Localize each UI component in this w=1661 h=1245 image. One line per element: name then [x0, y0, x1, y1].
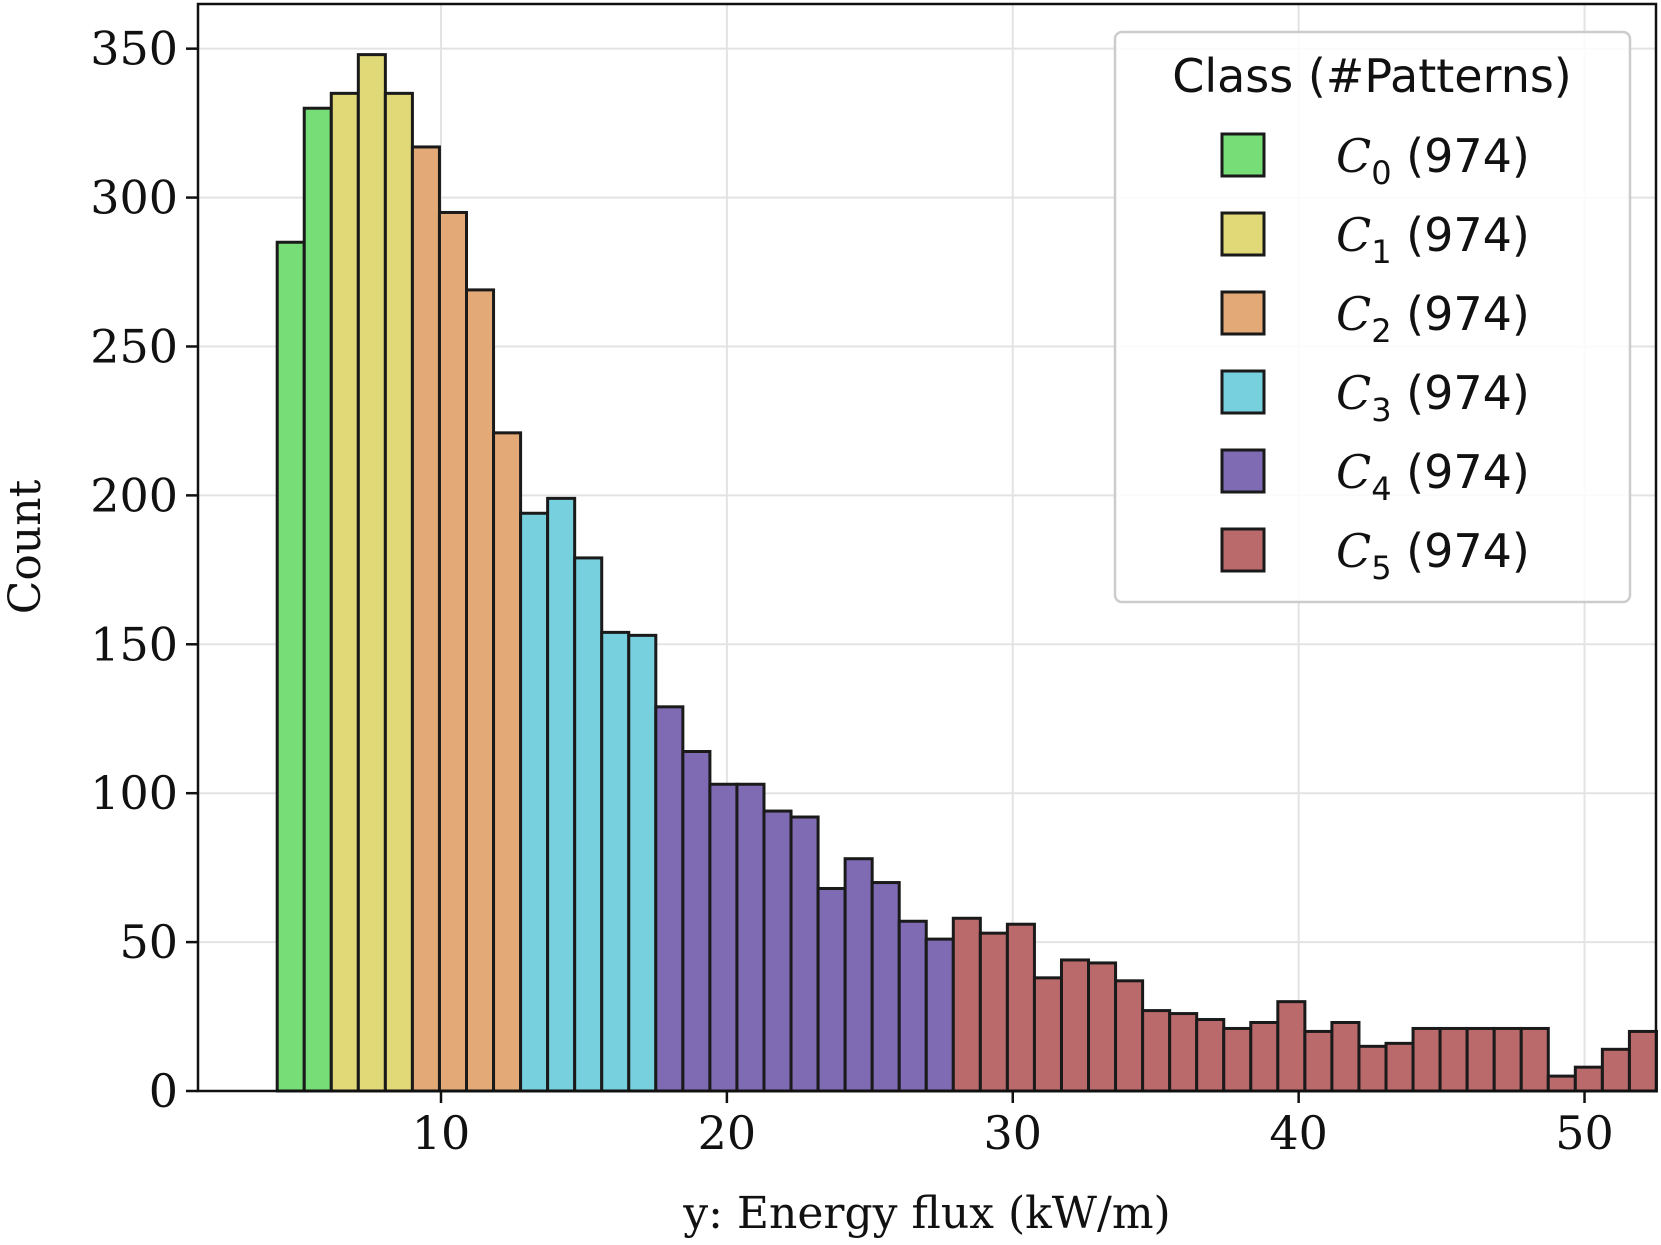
histogram-bar	[1114, 979, 1145, 1093]
histogram-bar	[681, 749, 712, 1093]
histogram-bar	[519, 511, 550, 1093]
histogram-bar	[897, 919, 928, 1093]
histogram-bar	[627, 633, 658, 1093]
histogram-bar	[1276, 1000, 1307, 1093]
histogram-bar	[1168, 1012, 1199, 1093]
legend-title: Class (#Patterns)	[1172, 49, 1572, 103]
y-tick-label: 300	[90, 171, 178, 225]
histogram-bar	[789, 815, 820, 1093]
histogram-bar	[1384, 1041, 1415, 1093]
x-tick-label: 20	[698, 1106, 757, 1160]
plot-frame	[196, 2, 1658, 1093]
y-tick-label: 200	[90, 468, 178, 522]
histogram-bar	[951, 916, 982, 1093]
legend-swatch	[1220, 448, 1266, 494]
histogram-bar	[708, 782, 739, 1093]
histogram-bar	[1411, 1026, 1442, 1093]
legend-swatch	[1220, 290, 1266, 336]
histogram-bar	[383, 91, 414, 1093]
bars-layer	[275, 53, 1658, 1093]
legend-label: C2 (974)	[1336, 287, 1530, 350]
y-tick-label: 150	[90, 617, 178, 671]
histogram-bar	[1005, 922, 1036, 1093]
legend-swatch	[1220, 527, 1266, 573]
histogram-bar	[329, 91, 360, 1093]
legend-entries: C0 (974) C1 (974) C2 (974) C3 (974) C4 (974)…	[1220, 129, 1530, 587]
histogram-bar	[1357, 1044, 1388, 1093]
histogram-bar	[654, 705, 685, 1093]
histogram-bar	[1438, 1026, 1469, 1093]
y-tick-label: 100	[90, 766, 178, 820]
histogram-bar	[735, 782, 766, 1093]
histogram-bar	[492, 431, 523, 1093]
histogram-bar	[437, 210, 469, 1093]
histogram-bar	[356, 53, 387, 1093]
legend-label: C4 (974)	[1336, 445, 1530, 508]
histogram-bar	[924, 937, 955, 1093]
histogram-bar	[1600, 1047, 1631, 1093]
histogram-bar	[1573, 1065, 1604, 1093]
y-tick-label: 350	[90, 22, 178, 76]
histogram-bar	[1195, 1018, 1226, 1093]
legend-swatch	[1220, 132, 1266, 178]
legend: Class (#Patterns) C0 (974) C1 (974) C2 (97…	[1113, 30, 1632, 604]
y-axis-label: Count	[0, 479, 51, 614]
histogram-bar	[1303, 1029, 1334, 1093]
histogram-bar	[762, 809, 793, 1093]
histogram-bar	[870, 881, 901, 1093]
histogram-bar	[275, 240, 306, 1093]
legend-swatch	[1220, 369, 1266, 415]
histogram-bar	[1059, 958, 1091, 1093]
histogram-bar	[1032, 976, 1063, 1093]
histogram-bar	[465, 288, 496, 1093]
legend-label: C1 (974)	[1336, 208, 1530, 271]
histogram-bar	[302, 106, 333, 1093]
legend-swatch	[1220, 211, 1266, 257]
histogram-bar	[410, 145, 441, 1093]
x-tick-label: 10	[412, 1106, 471, 1160]
legend-label: C3 (974)	[1336, 366, 1530, 429]
histogram-bar	[1087, 961, 1118, 1093]
ticks-layer: 10 20 30 40 50 0 50 100 150 200 250 300 350	[90, 22, 1614, 1160]
histogram-bar	[1546, 1074, 1577, 1093]
legend-label: C0 (974)	[1336, 129, 1530, 192]
y-tick-label: 50	[119, 915, 178, 969]
histogram-bar	[843, 857, 874, 1093]
x-tick-label: 50	[1555, 1106, 1614, 1160]
histogram-bar	[1330, 1021, 1361, 1093]
x-axis-label: y: Energy flux (kW/m)	[682, 1188, 1170, 1239]
y-tick-label: 250	[90, 319, 178, 373]
histogram-bar	[1519, 1026, 1550, 1093]
histogram-bar	[1492, 1026, 1523, 1093]
histogram-bar	[1222, 1026, 1253, 1093]
histogram-bar	[1465, 1026, 1496, 1093]
legend-label: C5 (974)	[1336, 524, 1530, 587]
x-tick-label: 30	[983, 1106, 1042, 1160]
histogram-bar	[546, 496, 577, 1093]
y-tick-label: 0	[149, 1064, 178, 1118]
x-tick-label: 40	[1269, 1106, 1328, 1160]
histogram-bar	[1141, 1009, 1172, 1093]
histogram-bar	[1627, 1029, 1658, 1093]
histogram-bar	[573, 556, 604, 1093]
histogram-bar	[600, 630, 631, 1093]
histogram-bar	[1249, 1021, 1280, 1093]
histogram-bar	[978, 931, 1009, 1093]
histogram-bar	[816, 886, 847, 1093]
